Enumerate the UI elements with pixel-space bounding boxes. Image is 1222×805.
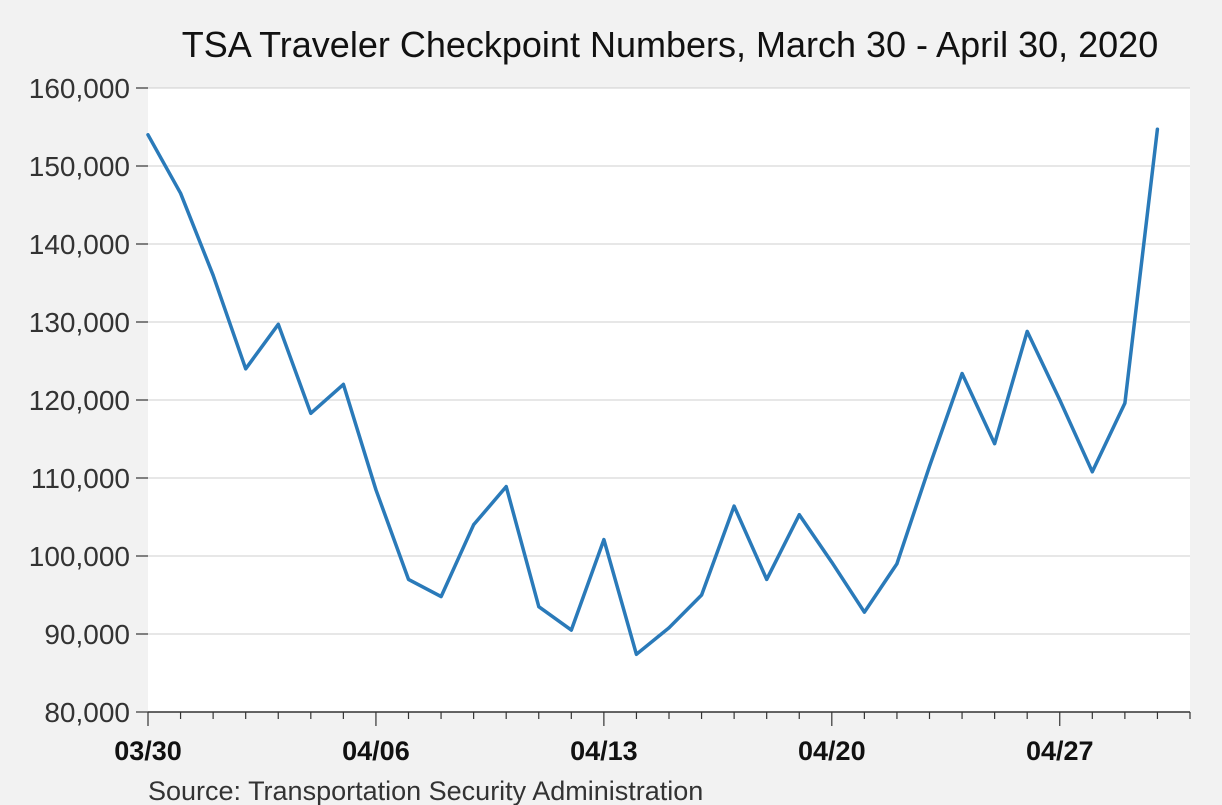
y-tick-label: 80,000 [44, 697, 130, 728]
x-tick-label: 03/30 [114, 736, 182, 766]
data-point [146, 133, 150, 137]
data-point [928, 464, 931, 468]
chart-title: TSA Traveler Checkpoint Numbers, March 3… [182, 24, 1158, 65]
y-tick-label: 100,000 [29, 541, 130, 572]
data-point [537, 605, 541, 609]
y-tick-label: 90,000 [44, 619, 130, 650]
data-point [309, 411, 313, 415]
x-tick-label: 04/06 [342, 736, 410, 766]
data-point [244, 367, 248, 371]
y-tick-label: 140,000 [29, 229, 130, 260]
data-point [765, 577, 769, 581]
data-point [602, 538, 606, 542]
data-point [830, 560, 834, 564]
data-point [895, 562, 899, 566]
data-point [1058, 398, 1062, 402]
data-point [862, 610, 866, 614]
data-point [1123, 401, 1127, 405]
data-point [1025, 329, 1029, 333]
data-point [960, 371, 964, 375]
data-point [374, 488, 378, 492]
series-line [146, 127, 1160, 657]
data-point [667, 626, 671, 630]
y-axis: 80,000 90,000 100,000 110,000 120,000 130,000… [29, 73, 148, 728]
x-tick-label: 04/20 [798, 736, 866, 766]
data-point [700, 593, 704, 597]
data-point [569, 628, 573, 632]
data-point [179, 191, 183, 195]
data-point [276, 322, 280, 326]
grid [148, 87, 1190, 635]
x-axis: 03/30 04/06 04/13 04/20 04/27 [114, 711, 1191, 766]
chart-source: Source: Transportation Security Administ… [148, 776, 703, 805]
x-tick-label: 04/27 [1026, 736, 1094, 766]
series-layer [146, 127, 1160, 657]
data-point [732, 504, 736, 508]
y-tick-label: 150,000 [29, 151, 130, 182]
data-point [1090, 470, 1094, 474]
data-point [472, 523, 476, 527]
data-point [439, 595, 443, 599]
y-tick-label: 120,000 [29, 385, 130, 416]
y-tick-label: 130,000 [29, 307, 130, 338]
data-point [1155, 127, 1159, 131]
data-point [407, 577, 410, 581]
data-point [993, 442, 997, 446]
y-tick-label: 160,000 [29, 73, 130, 104]
x-tick-label: 04/13 [570, 736, 638, 766]
data-point [211, 273, 215, 277]
data-point [504, 485, 508, 489]
y-tick-label: 110,000 [31, 463, 130, 494]
data-point [797, 513, 801, 517]
data-point [341, 382, 345, 386]
data-point [634, 652, 638, 656]
